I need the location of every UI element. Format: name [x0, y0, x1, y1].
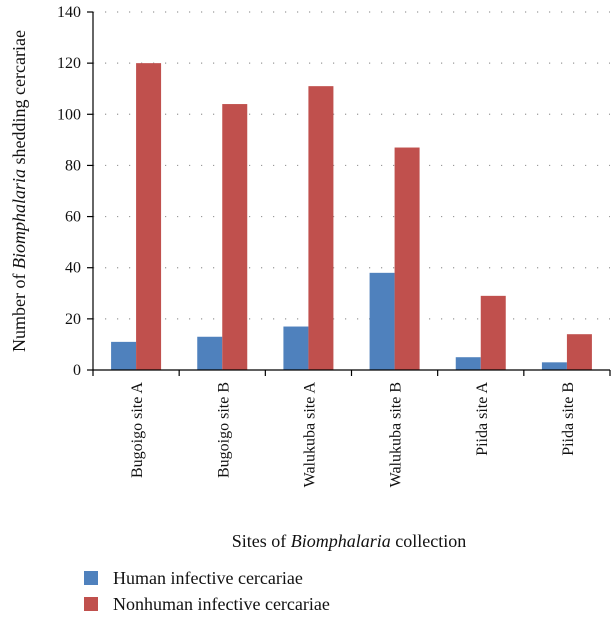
- bar-human: [197, 336, 223, 370]
- bar-human: [541, 362, 567, 370]
- legend-item-nonhuman: Nonhuman infective cercariae: [84, 594, 330, 614]
- legend-label-nonhuman: Nonhuman infective cercariae: [113, 594, 330, 614]
- legend: Human infective cercariae Nonhuman infec…: [84, 568, 330, 614]
- bar-human: [283, 326, 309, 370]
- bars: [111, 63, 592, 371]
- y-tick-label: 40: [65, 260, 81, 277]
- y-tick-label: 20: [65, 311, 81, 328]
- x-ticks: Bugoigo site A Bugoigo site B Walukuba sit…: [92, 370, 611, 488]
- bar-nonhuman: [480, 295, 506, 370]
- x-tick-label: Piida site A: [474, 382, 491, 456]
- bar-human: [111, 341, 137, 370]
- bar-nonhuman: [308, 86, 334, 371]
- x-tick-label: Walukuba site A: [301, 382, 318, 488]
- y-tick-label: 0: [73, 362, 81, 379]
- legend-swatch-nonhuman: [84, 597, 98, 611]
- legend-label-human: Human infective cercariae: [113, 568, 303, 588]
- x-tick-label: Bugoigo site A: [129, 382, 146, 478]
- y-tick-label: 140: [57, 4, 81, 21]
- axes: [92, 12, 610, 371]
- legend-swatch-human: [84, 571, 98, 585]
- x-tick-label: Bugoigo site B: [215, 382, 232, 478]
- bar-human: [369, 272, 395, 370]
- legend-item-human: Human infective cercariae: [84, 568, 303, 588]
- bar-nonhuman: [566, 334, 592, 370]
- y-ticks: 0 20 40 60 80 100 120 140: [57, 4, 93, 379]
- bar-nonhuman: [394, 147, 420, 370]
- x-tick-label: Piida site B: [560, 382, 577, 456]
- bar-nonhuman: [136, 63, 162, 371]
- y-tick-label: 120: [57, 55, 81, 72]
- bar-human: [455, 357, 481, 370]
- x-tick-label: Walukuba site B: [388, 382, 405, 487]
- y-axis-title: Number of Biomphalaria shedding cercaria…: [9, 30, 29, 352]
- grid-lines: [93, 11, 610, 320]
- y-tick-label: 60: [65, 209, 81, 226]
- bar-nonhuman: [222, 104, 248, 371]
- x-axis-title: Sites of Biomphalaria collection: [232, 531, 467, 551]
- y-tick-label: 100: [57, 106, 81, 123]
- y-tick-label: 80: [65, 157, 81, 174]
